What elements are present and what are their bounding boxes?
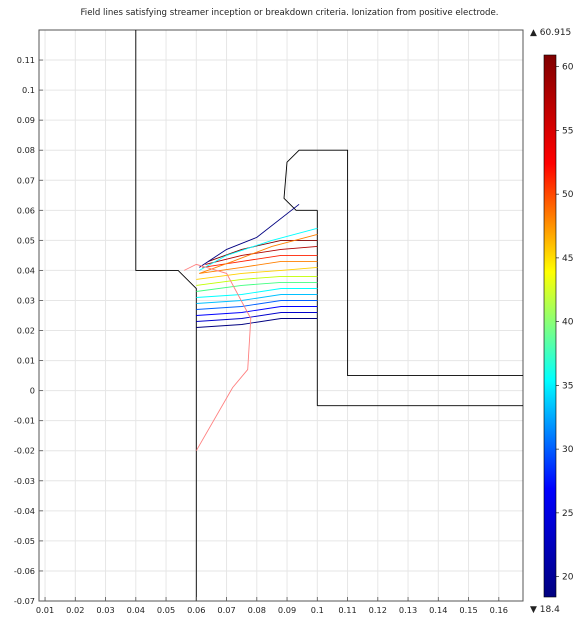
y-tick-label: 0.06: [17, 205, 35, 215]
field-line: [196, 288, 318, 298]
colorbar-tick-label: 60: [562, 63, 574, 73]
field-line: [196, 306, 318, 316]
field-line: [196, 266, 318, 280]
y-tick-label: -0.02: [14, 446, 35, 456]
field-line: [196, 312, 318, 322]
x-tick-label: 0.04: [127, 605, 145, 615]
x-axis-ticks: 0.01 0.02 0.03 0.04 0.05 0.06 0.07 0.08 0.09 0.1 0…: [36, 597, 508, 615]
y-tick-label: -0.05: [14, 536, 35, 546]
field-line: [205, 245, 318, 265]
y-tick-label: -0.03: [14, 476, 35, 486]
y-tick-label: 0.01: [17, 356, 35, 366]
field-line: [196, 300, 318, 310]
field-line: [202, 254, 318, 268]
x-tick-label: 0.01: [36, 605, 54, 615]
geometry-outer-electrode: [135, 30, 197, 601]
y-tick-label: -0.04: [14, 506, 35, 516]
x-tick-label: 0.12: [369, 605, 387, 615]
y-tick-label: 0: [30, 386, 35, 396]
geometry-bushing: [283, 149, 523, 377]
x-tick-label: 0.13: [399, 605, 417, 615]
x-tick-label: 0.06: [187, 605, 205, 615]
field-line: [196, 318, 318, 328]
x-tick-label: 0.11: [338, 605, 356, 615]
x-tick-label: 0.14: [429, 605, 447, 615]
colorbar-tick-label: 40: [562, 318, 574, 328]
field-lines: [184, 203, 318, 451]
y-tick-label: 0.1: [22, 85, 35, 95]
colorbar-tick-label: 55: [562, 126, 573, 136]
field-line: [184, 263, 252, 451]
x-tick-label: 0.07: [217, 605, 235, 615]
y-tick-label: 0.05: [17, 235, 35, 245]
x-tick-label: 0.03: [96, 605, 114, 615]
field-line: [199, 227, 318, 271]
x-tick-label: 0.16: [490, 605, 508, 615]
y-tick-label: 0.09: [17, 115, 35, 125]
electrode-geometry: [135, 30, 523, 601]
field-line: [196, 275, 318, 286]
colorbar-ticks: 20 25 30 35 40 45 50 55 60: [556, 63, 574, 583]
x-tick-label: 0.08: [248, 605, 266, 615]
colorbar-tick-label: 25: [562, 509, 573, 519]
plot-frame: [38, 29, 524, 602]
colorbar-max-label: ▲ 60.915: [530, 28, 572, 38]
x-tick-label: 0.05: [157, 605, 175, 615]
grid: [39, 30, 523, 602]
y-tick-label: -0.06: [14, 566, 35, 576]
colorbar-min-label: ▼ 18.4: [530, 605, 560, 615]
y-tick-label: 0.07: [17, 175, 35, 185]
field-line: [208, 239, 318, 262]
field-line: [196, 294, 318, 304]
field-line: [196, 281, 318, 292]
x-tick-label: 0.1: [311, 605, 324, 615]
x-tick-label: 0.15: [459, 605, 477, 615]
y-tick-label: 0.02: [17, 326, 35, 336]
colorbar-tick-label: 45: [562, 254, 573, 264]
x-tick-label: 0.09: [278, 605, 296, 615]
y-tick-label: 0.03: [17, 295, 35, 305]
field-line: [199, 260, 318, 274]
colorbar-tick-label: 30: [562, 445, 574, 455]
y-axis-ticks: 0.11 0.1 0.09 0.08 0.07 0.06 0.05 0.04 0.03 0.02 0…: [14, 55, 43, 606]
field-line: [199, 233, 318, 274]
y-tick-label: 0.11: [17, 55, 35, 65]
y-tick-label: 0.08: [17, 145, 35, 155]
y-tick-label: -0.07: [14, 596, 35, 606]
colorbar-tick-label: 20: [562, 573, 574, 583]
x-tick-label: 0.02: [66, 605, 84, 615]
colorbar: [543, 54, 557, 598]
y-tick-label: -0.01: [14, 416, 35, 426]
colorbar-tick-label: 35: [562, 381, 573, 391]
y-tick-label: 0.04: [17, 265, 35, 275]
field-line: [199, 203, 300, 268]
chart-title: Field lines satisfying streamer inceptio…: [80, 8, 499, 18]
colorbar-tick-label: 50: [562, 190, 574, 200]
